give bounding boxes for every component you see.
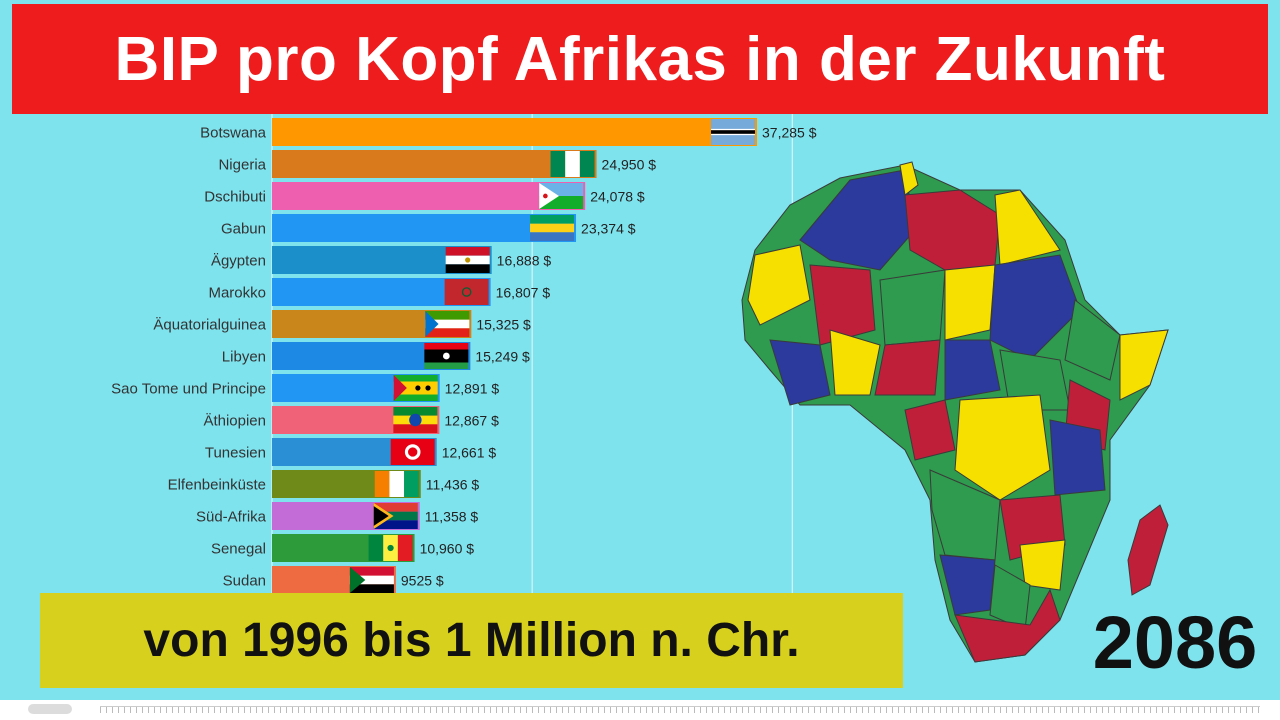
map-region xyxy=(1049,419,1106,496)
value-label: 11,436 $ xyxy=(426,477,480,493)
value-label: 15,325 $ xyxy=(476,317,531,333)
libya-flag xyxy=(424,343,469,369)
category-label: Elfenbeinküste xyxy=(168,477,266,494)
value-label: 12,661 $ xyxy=(442,445,497,461)
tunisia-flag xyxy=(390,439,435,465)
gabon-flag xyxy=(530,215,575,241)
africa-map-icon xyxy=(741,161,1169,663)
bar xyxy=(272,182,586,210)
value-label: 24,950 $ xyxy=(602,157,657,173)
timeline-handle[interactable] xyxy=(28,704,72,714)
chart-subtitle: von 1996 bis 1 Million n. Chr. xyxy=(143,614,800,667)
category-label: Äquatorialguinea xyxy=(153,317,266,334)
map-region xyxy=(954,588,1061,663)
category-label: Gabun xyxy=(221,221,266,238)
category-label: Tunesien xyxy=(205,445,266,462)
chart-title: BIP pro Kopf Afrikas in der Zukunft xyxy=(114,24,1166,94)
map-region xyxy=(994,189,1061,266)
subtitle-box: von 1996 bis 1 Million n. Chr. xyxy=(40,593,903,688)
map-region xyxy=(944,339,1001,401)
map-region xyxy=(954,394,1051,501)
sudan-flag xyxy=(349,567,394,593)
category-label: Sudan xyxy=(223,573,266,590)
category-label: Dschibuti xyxy=(204,189,266,206)
category-label: Botswana xyxy=(200,125,267,142)
map-region xyxy=(944,264,996,341)
djibouti-flag xyxy=(539,183,584,209)
value-label: 9525 $ xyxy=(401,573,444,589)
ivory-coast-flag xyxy=(374,471,419,497)
title-banner: BIP pro Kopf Afrikas in der Zukunft xyxy=(12,4,1268,114)
value-label: 15,249 $ xyxy=(475,349,530,365)
bar xyxy=(272,214,577,242)
map-region xyxy=(829,329,881,396)
equatorial-guinea-flag xyxy=(425,311,470,337)
value-label: 12,867 $ xyxy=(444,413,499,429)
category-label: Ägypten xyxy=(211,253,266,270)
morocco-flag xyxy=(444,279,489,305)
map-region xyxy=(1064,299,1121,381)
timeline-ticks xyxy=(100,706,1260,713)
value-label: 16,888 $ xyxy=(497,253,552,269)
value-label: 24,078 $ xyxy=(590,189,645,205)
bar xyxy=(272,118,757,146)
map-region xyxy=(904,399,956,461)
category-label: Süd-Afrika xyxy=(196,509,267,526)
egypt-flag xyxy=(445,247,490,273)
year-label: 2086 xyxy=(1092,601,1258,684)
map-region xyxy=(879,269,946,346)
sao-tome-flag xyxy=(393,375,438,401)
value-label: 10,960 $ xyxy=(420,541,475,557)
map-region xyxy=(989,254,1081,361)
category-label: Sao Tome und Principe xyxy=(111,381,266,398)
value-label: 11,358 $ xyxy=(425,509,479,525)
map-region xyxy=(1127,504,1169,596)
value-label: 37,285 $ xyxy=(762,125,817,141)
map-region xyxy=(1019,539,1066,591)
ethiopia-flag xyxy=(393,407,438,433)
category-label: Äthiopien xyxy=(203,413,266,430)
senegal-flag xyxy=(368,535,413,561)
category-label: Nigeria xyxy=(218,157,266,174)
value-label: 23,374 $ xyxy=(581,221,636,237)
map-region xyxy=(899,161,919,196)
nigeria-flag xyxy=(550,151,595,177)
map-region xyxy=(809,264,876,346)
map-region xyxy=(747,244,811,326)
bar xyxy=(272,150,597,178)
map-region xyxy=(1119,329,1169,401)
category-label: Marokko xyxy=(208,285,266,302)
map-region xyxy=(874,339,941,396)
botswana-flag xyxy=(711,119,755,145)
map-region xyxy=(769,339,831,406)
category-label: Senegal xyxy=(211,541,266,558)
category-label: Libyen xyxy=(222,349,266,366)
value-label: 16,807 $ xyxy=(496,285,551,301)
value-label: 12,891 $ xyxy=(445,381,500,397)
south-africa-flag xyxy=(373,503,418,529)
